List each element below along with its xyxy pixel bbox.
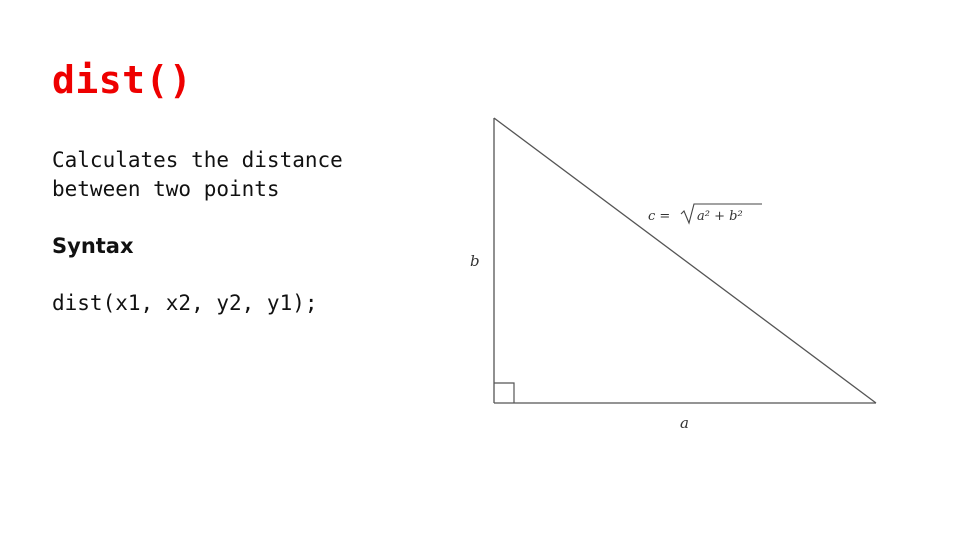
syntax-code: dist(x1, x2, y2, y1);: [52, 291, 318, 315]
hypotenuse-formula: c = a² + b²: [648, 203, 762, 225]
right-triangle-diagram: b a c = a² + b²: [470, 117, 877, 432]
slide-title: dist(): [52, 58, 193, 102]
right-angle-marker: [494, 382, 515, 403]
formula-radicand: a² + b²: [697, 209, 743, 224]
label-a: a: [680, 414, 689, 432]
formula-c-equals: c =: [648, 209, 670, 224]
syntax-heading: Syntax: [52, 234, 134, 258]
function-description: Calculates the distance between two poin…: [52, 148, 343, 201]
radical-sign: [680, 203, 762, 225]
label-b: b: [470, 252, 480, 270]
hypotenuse-c-line: [493, 117, 877, 404]
